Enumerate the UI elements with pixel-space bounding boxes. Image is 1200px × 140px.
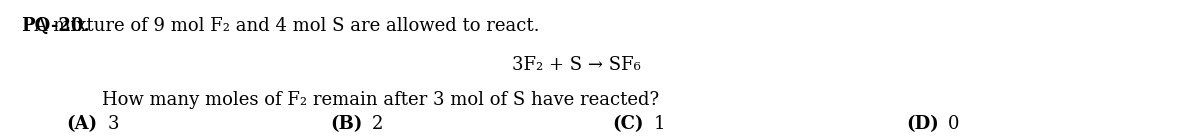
Text: 0: 0 xyxy=(948,115,960,133)
Text: 1: 1 xyxy=(654,115,666,133)
Text: PQ-20.: PQ-20. xyxy=(22,17,90,35)
Text: How many moles of F₂ remain after 3 mol of S have reacted?: How many moles of F₂ remain after 3 mol … xyxy=(102,91,659,109)
Text: (C): (C) xyxy=(612,115,643,133)
Text: (A): (A) xyxy=(66,115,97,133)
Text: (D): (D) xyxy=(906,115,938,133)
Text: 2: 2 xyxy=(372,115,383,133)
Text: 3: 3 xyxy=(108,115,120,133)
Text: A mixture of 9 mol F₂ and 4 mol S are allowed to react.: A mixture of 9 mol F₂ and 4 mol S are al… xyxy=(23,17,539,35)
Text: 3F₂ + S → SF₆: 3F₂ + S → SF₆ xyxy=(511,56,641,74)
Text: (B): (B) xyxy=(330,115,362,133)
